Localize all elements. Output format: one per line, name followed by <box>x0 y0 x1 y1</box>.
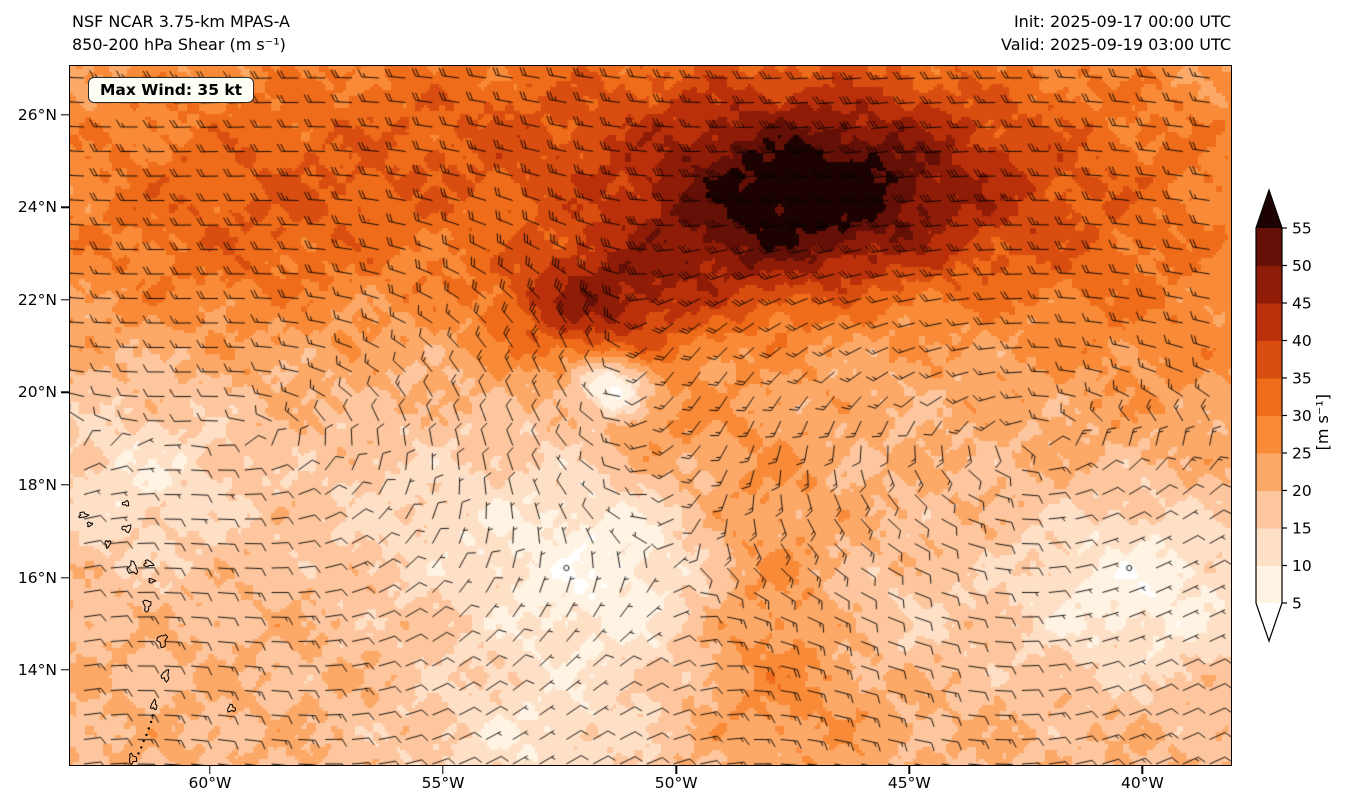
colorbar-segment <box>1256 453 1282 491</box>
x-axis-tick-label: 50°W <box>654 774 698 792</box>
wind-barbs-canvas <box>70 66 1231 765</box>
y-axis-tick-label: 16°N <box>17 568 57 587</box>
colorbar-tick-label: 45 <box>1292 295 1312 313</box>
colorbar-unit-label-wrap: [m s⁻¹] <box>1302 182 1342 662</box>
y-axis-tick-label: 18°N <box>17 475 57 494</box>
colorbar-segment <box>1256 565 1282 604</box>
colorbar-tick-label: 50 <box>1292 257 1312 275</box>
valid-time-label: Valid: 2025-09-19 03:00 UTC <box>1000 35 1231 54</box>
colorbar-segment <box>1256 415 1282 454</box>
y-axis-tick-label: 22°N <box>17 290 57 309</box>
time-block: Init: 2025-09-17 00:00 UTC Valid: 2025-0… <box>1001 10 1231 56</box>
field-subtitle: 850-200 hPa Shear (m s⁻¹) <box>72 35 286 54</box>
y-axis-tick-mark <box>61 391 69 394</box>
y-axis-tick-mark <box>61 206 69 208</box>
x-axis-tick-label: 60°W <box>188 774 232 792</box>
colorbar-tick-label: 40 <box>1292 332 1312 350</box>
colorbar-segment <box>1256 265 1282 304</box>
x-axis-tick-mark <box>442 766 444 774</box>
colorbar-tick-label: 25 <box>1292 445 1312 463</box>
colorbar-unit-label: [m s⁻¹] <box>1312 393 1332 451</box>
colorbar-tick-label: 10 <box>1292 557 1312 575</box>
model-title: NSF NCAR 3.75-km MPAS-A <box>72 12 290 31</box>
colorbar-segment <box>1256 528 1282 566</box>
max-wind-badge: Max Wind: 35 kt <box>88 77 255 103</box>
colorbar-tick-label: 20 <box>1292 482 1312 500</box>
title-block: NSF NCAR 3.75-km MPAS-A 850-200 hPa Shea… <box>72 10 290 56</box>
colorbar-tick-label: 30 <box>1292 407 1312 425</box>
y-axis-tick-label: 26°N <box>17 105 57 124</box>
colorbar-tick-label: 5 <box>1292 595 1302 613</box>
colorbar-segment <box>1256 228 1282 266</box>
y-axis-tick-mark <box>61 299 69 301</box>
x-axis-tick-label: 40°W <box>1121 774 1164 792</box>
x-axis-tick-label: 55°W <box>421 774 465 792</box>
colorbar-segment <box>1256 490 1282 529</box>
colorbar-segment <box>1256 303 1282 341</box>
y-axis-tick-label: 20°N <box>17 383 57 402</box>
y-axis-tick-label: 24°N <box>17 198 57 217</box>
colorbar-tick-label: 35 <box>1292 370 1312 388</box>
x-axis-tick-mark <box>1141 766 1144 774</box>
y-axis-tick-mark <box>61 113 69 116</box>
x-axis-tick-mark <box>209 766 211 774</box>
y-axis-tick-label: 14°N <box>17 661 57 680</box>
y-axis-tick-mark <box>61 669 69 671</box>
x-axis-tick-mark <box>675 766 677 774</box>
x-axis-tick-label: 45°W <box>887 774 931 792</box>
colorbar-tick-label: 15 <box>1292 520 1312 538</box>
x-axis-tick-mark <box>908 766 910 774</box>
colorbar: 55 50 45 40 35 30 25 20 15 10 5 <box>1255 188 1312 643</box>
colorbar-segment <box>1256 378 1282 416</box>
colorbar-extend-arrow <box>1256 603 1282 641</box>
y-axis-tick-mark <box>61 576 69 579</box>
colorbar-tick-label: 55 <box>1292 220 1312 238</box>
y-axis-tick-mark <box>61 484 69 486</box>
colorbar-extend-arrow <box>1256 190 1282 228</box>
colorbar-segment <box>1256 340 1282 379</box>
map-axes: Max Wind: 35 kt <box>69 65 1232 766</box>
init-time-label: Init: 2025-09-17 00:00 UTC <box>1013 12 1231 31</box>
